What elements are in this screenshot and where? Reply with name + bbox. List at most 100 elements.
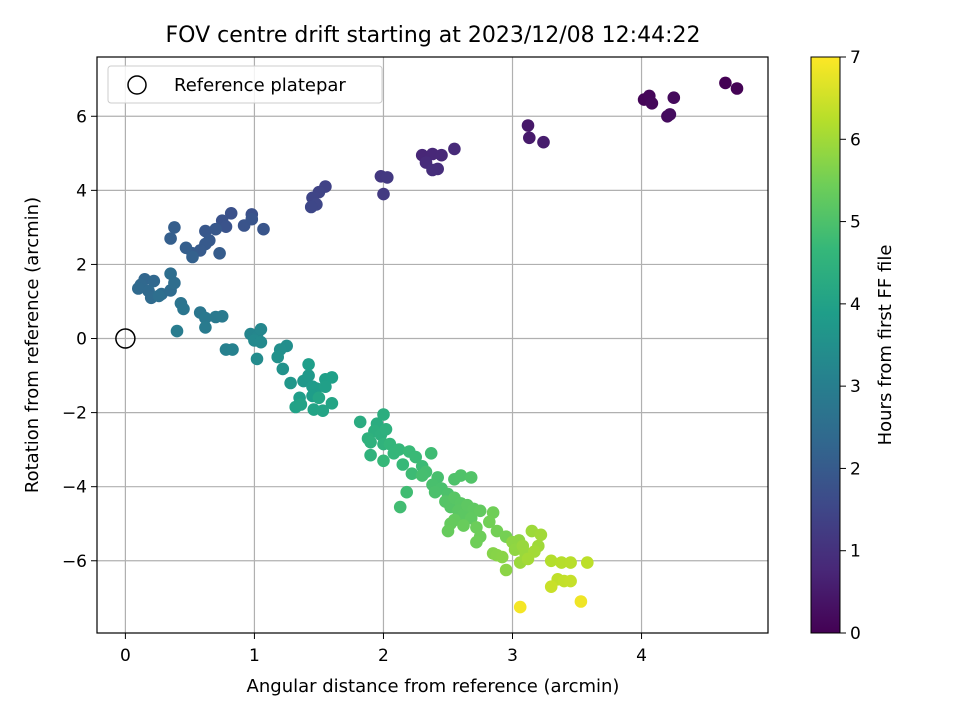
colorbar-tick-label: 6 xyxy=(850,130,861,150)
data-point xyxy=(377,408,390,421)
data-point xyxy=(302,358,315,371)
data-point xyxy=(364,435,377,449)
data-point xyxy=(448,142,461,156)
data-point xyxy=(513,600,527,614)
data-point xyxy=(219,220,233,233)
data-point xyxy=(405,467,419,481)
colorbar-tick-label: 1 xyxy=(850,542,861,562)
data-point xyxy=(284,376,297,390)
data-point xyxy=(377,454,390,468)
data-point xyxy=(245,212,259,226)
data-point xyxy=(473,504,487,518)
data-point xyxy=(426,163,439,177)
x-tick-label: 3 xyxy=(507,646,518,666)
data-point xyxy=(377,187,390,201)
colorbar: 0 1 2 3 4 5 6 7 Hours from first FF file xyxy=(810,48,896,644)
data-point xyxy=(254,335,268,349)
y-tick-label: 2 xyxy=(76,255,87,275)
data-point xyxy=(667,91,681,104)
data-point xyxy=(435,148,448,162)
colorbar-ticks: 0 1 2 3 4 5 6 7 xyxy=(840,48,861,644)
data-point xyxy=(353,415,367,429)
data-point xyxy=(574,595,588,608)
x-axis-ticks: 0 1 2 3 4 xyxy=(120,633,647,666)
data-point xyxy=(400,485,414,499)
colorbar-tick-label: 5 xyxy=(850,213,861,233)
data-point xyxy=(409,450,423,464)
data-point xyxy=(325,371,339,384)
y-tick-label: −6 xyxy=(62,552,87,572)
colorbar-tick-label: 4 xyxy=(850,295,861,315)
data-point xyxy=(428,485,442,499)
data-point xyxy=(499,563,513,577)
data-point xyxy=(396,458,410,471)
data-point xyxy=(302,369,315,382)
data-point xyxy=(177,302,190,316)
data-point xyxy=(564,556,577,569)
data-point xyxy=(645,97,659,110)
data-point xyxy=(483,515,496,529)
data-point xyxy=(132,282,145,295)
y-tick-label: −4 xyxy=(62,478,87,498)
colorbar-tick-label: 0 xyxy=(850,624,861,644)
data-point xyxy=(457,519,470,532)
data-point xyxy=(271,350,285,364)
data-point xyxy=(521,119,535,132)
data-point xyxy=(226,343,239,356)
data-point xyxy=(454,469,468,482)
data-point xyxy=(186,250,199,264)
x-tick-label: 1 xyxy=(249,646,260,666)
x-tick-label: 4 xyxy=(636,646,647,666)
data-point xyxy=(393,500,407,514)
data-point xyxy=(441,524,455,538)
data-point xyxy=(164,232,177,245)
data-point xyxy=(276,362,290,376)
data-point xyxy=(316,404,330,418)
plot-frame xyxy=(96,56,769,634)
data-point xyxy=(379,423,393,436)
data-point xyxy=(199,311,212,325)
legend-entry-label: Reference platepar xyxy=(174,75,346,96)
data-point xyxy=(537,135,550,149)
data-point xyxy=(257,222,270,236)
y-tick-label: −2 xyxy=(62,404,87,424)
data-point xyxy=(581,556,594,569)
data-point xyxy=(179,241,193,255)
data-point xyxy=(152,289,166,303)
data-point xyxy=(147,274,161,288)
y-tick-label: 4 xyxy=(76,181,87,201)
colorbar-tick-label: 2 xyxy=(850,459,861,479)
data-point xyxy=(254,323,268,336)
chart-title: FOV centre drift starting at 2023/12/08 … xyxy=(166,23,701,48)
data-point xyxy=(294,398,308,411)
colorbar-tick-label: 7 xyxy=(850,48,861,68)
data-point xyxy=(381,171,394,184)
data-point xyxy=(250,352,264,366)
reference-platepar-marker xyxy=(115,328,136,349)
y-axis-label: Rotation from reference (arcmin) xyxy=(22,197,43,493)
colorbar-gradient xyxy=(810,56,841,634)
data-point xyxy=(168,221,181,234)
data-point xyxy=(170,324,184,338)
x-tick-label: 2 xyxy=(378,646,389,666)
data-point xyxy=(312,391,326,405)
reference-layer xyxy=(115,328,136,349)
data-point xyxy=(304,200,318,214)
data-point xyxy=(424,447,438,460)
data-point xyxy=(521,552,535,566)
data-point xyxy=(544,580,558,593)
data-point xyxy=(564,574,577,588)
colorbar-tick-label: 3 xyxy=(850,377,861,397)
data-point xyxy=(555,556,568,569)
data-point xyxy=(199,321,212,334)
data-point xyxy=(213,247,226,260)
data-point xyxy=(325,397,339,410)
data-point xyxy=(719,76,732,90)
data-point xyxy=(523,131,536,145)
data-point xyxy=(495,550,509,564)
data-point xyxy=(663,108,677,121)
data-point xyxy=(415,469,429,482)
data-point xyxy=(730,82,744,95)
data-point xyxy=(364,448,377,462)
x-tick-label: 0 xyxy=(120,646,131,666)
